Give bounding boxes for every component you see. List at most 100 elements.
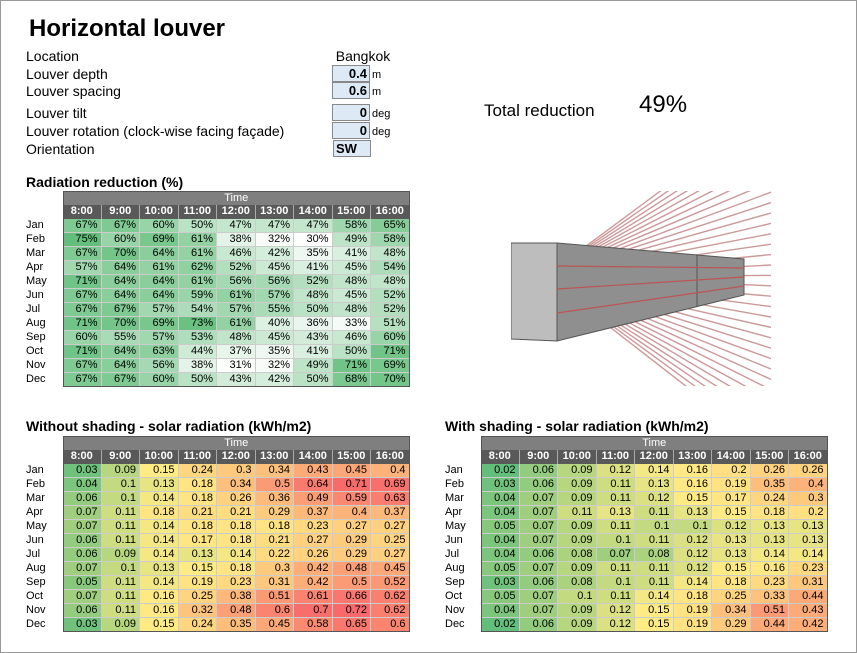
cell: 0.11 bbox=[596, 492, 635, 506]
cell: 0.17 bbox=[712, 492, 751, 506]
cell: 61% bbox=[178, 275, 217, 289]
hour-header: 14:00 bbox=[294, 205, 333, 219]
cell: 0.31 bbox=[255, 576, 294, 590]
month-label: Feb bbox=[26, 233, 45, 245]
cell: 0.7 bbox=[294, 604, 333, 618]
cell: 0.04 bbox=[481, 492, 520, 506]
cell: 0.06 bbox=[63, 534, 102, 548]
cell: 60% bbox=[140, 219, 179, 233]
hour-header: 10:00 bbox=[140, 205, 179, 219]
hour-header: 11:00 bbox=[178, 205, 217, 219]
cell: 64% bbox=[101, 345, 140, 359]
month-label: Jun bbox=[26, 289, 44, 301]
cell: 0.11 bbox=[101, 506, 140, 520]
param-unit: m bbox=[372, 69, 382, 81]
cell: 45% bbox=[332, 261, 371, 275]
cell: 0.21 bbox=[178, 506, 217, 520]
cell: 56% bbox=[140, 359, 179, 373]
cell: 0.12 bbox=[673, 562, 712, 576]
cell: 0.07 bbox=[63, 520, 102, 534]
cell: 0.15 bbox=[712, 562, 751, 576]
cell: 35% bbox=[294, 247, 333, 261]
cell: 0.48 bbox=[217, 604, 256, 618]
hour-header: 10:00 bbox=[558, 450, 597, 464]
cell: 0.59 bbox=[332, 492, 371, 506]
cell: 0.18 bbox=[217, 562, 256, 576]
month-label: Nov bbox=[26, 359, 46, 371]
cell: 0.13 bbox=[789, 534, 828, 548]
cell: 60% bbox=[140, 373, 179, 387]
cell: 0.13 bbox=[635, 478, 674, 492]
cell: 41% bbox=[294, 345, 333, 359]
cell: 0.3 bbox=[217, 464, 256, 478]
cell: 0.06 bbox=[63, 548, 102, 562]
cell: 58% bbox=[371, 233, 410, 247]
cell: 0.34 bbox=[712, 604, 751, 618]
cell: 0.11 bbox=[101, 590, 140, 604]
cell: 0.07 bbox=[63, 562, 102, 576]
table-border bbox=[481, 436, 828, 632]
cell: 0.09 bbox=[101, 618, 140, 632]
month-label: Dec bbox=[26, 373, 46, 385]
hour-header: 13:00 bbox=[255, 205, 294, 219]
cell: 0.43 bbox=[294, 464, 333, 478]
cell: 0.51 bbox=[255, 590, 294, 604]
cell: 0.04 bbox=[481, 534, 520, 548]
cell: 0.49 bbox=[294, 492, 333, 506]
cell: 60% bbox=[371, 331, 410, 345]
cell: 0.61 bbox=[294, 590, 333, 604]
cell: 0.24 bbox=[750, 492, 789, 506]
param-unit: m bbox=[372, 86, 382, 98]
month-label: May bbox=[26, 520, 47, 532]
month-label: Nov bbox=[26, 604, 46, 616]
cell: 0.71 bbox=[332, 478, 371, 492]
cell: 0.31 bbox=[789, 576, 828, 590]
cell: 48% bbox=[371, 275, 410, 289]
cell: 32% bbox=[255, 359, 294, 373]
cell: 62% bbox=[178, 261, 217, 275]
cell: 0.14 bbox=[673, 576, 712, 590]
total-reduction-value: 49% bbox=[639, 91, 688, 118]
cell: 0.06 bbox=[519, 478, 558, 492]
cell: 60% bbox=[63, 331, 102, 345]
month-label: Jun bbox=[445, 534, 463, 546]
cell: 0.13 bbox=[673, 506, 712, 520]
cell: 0.23 bbox=[750, 576, 789, 590]
month-label: Mar bbox=[26, 492, 45, 504]
cell: 0.11 bbox=[635, 534, 674, 548]
cell: 0.12 bbox=[635, 492, 674, 506]
cell: 0.26 bbox=[750, 464, 789, 478]
cell: 50% bbox=[178, 373, 217, 387]
cell: 0.21 bbox=[217, 506, 256, 520]
cell: 0.19 bbox=[673, 604, 712, 618]
cell: 0.14 bbox=[140, 492, 179, 506]
month-label: Aug bbox=[445, 562, 465, 574]
cell: 0.03 bbox=[63, 464, 102, 478]
month-label: Jun bbox=[26, 534, 44, 546]
cell: 0.15 bbox=[635, 618, 674, 632]
cell: 50% bbox=[332, 345, 371, 359]
cell: 0.37 bbox=[294, 506, 333, 520]
cell: 0.08 bbox=[558, 548, 597, 562]
month-label: Dec bbox=[445, 618, 465, 630]
cell: 52% bbox=[217, 261, 256, 275]
cell: 0.11 bbox=[596, 562, 635, 576]
cell: 0.35 bbox=[750, 478, 789, 492]
cell: 64% bbox=[140, 247, 179, 261]
cell: 57% bbox=[63, 261, 102, 275]
cell: 0.36 bbox=[255, 492, 294, 506]
cell: 0.66 bbox=[332, 590, 371, 604]
cell: 0.07 bbox=[519, 562, 558, 576]
month-label: Jan bbox=[445, 464, 463, 476]
cell: 0.18 bbox=[255, 520, 294, 534]
cell: 48% bbox=[294, 289, 333, 303]
cell: 67% bbox=[101, 303, 140, 317]
month-label: Jul bbox=[26, 303, 41, 315]
cell: 0.14 bbox=[140, 548, 179, 562]
cell: 0.1 bbox=[635, 520, 674, 534]
cell: 55% bbox=[101, 331, 140, 345]
cell: 0.12 bbox=[596, 604, 635, 618]
cell: 0.52 bbox=[371, 576, 410, 590]
cell: 0.11 bbox=[596, 478, 635, 492]
cell: 0.13 bbox=[140, 562, 179, 576]
